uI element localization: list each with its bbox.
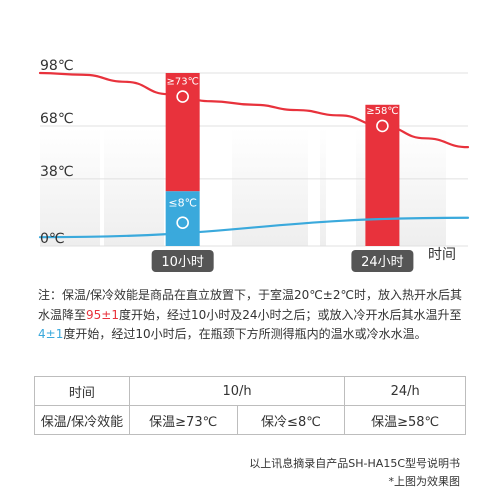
marker-hot-24h	[376, 119, 389, 133]
note-text-2: 度开始，经过10小时及24小时之后；或放入冷开水后其水温升至	[118, 307, 462, 322]
background-panel	[320, 128, 326, 246]
y-tick-label: 0℃	[40, 231, 65, 247]
y-tick-label: 68℃	[40, 111, 74, 127]
table-cell-hot-24h: 保温≥58℃	[344, 405, 466, 435]
note-text-3: 度开始，经过10小时后，在瓶颈下方所测得瓶内的温水或冷水水温。	[63, 327, 427, 341]
table-header-24h: 24/h	[344, 376, 466, 406]
table-cell-cold-10h: 保冷≤8℃	[236, 405, 346, 435]
note-cold-start-temp: 4±1	[38, 327, 64, 341]
note-text-1: 注：保温/保冷效能是商品在直立放置下，于室温20℃±2℃时，放入热开水后其水温降…	[38, 288, 462, 322]
background-panel	[104, 128, 164, 246]
y-tick-label: 98℃	[40, 58, 74, 74]
performance-table: 时间 10/h 24/h 保温/保冷效能 保温≥73℃ 保冷≤8℃ 保温≥58℃	[34, 376, 466, 435]
table-cell-hot-10h: 保温≥73℃	[128, 405, 238, 435]
category-badge-10h	[151, 250, 214, 272]
chart-labels: 98℃ 68℃ 38℃ 0℃ 时间 ≥73℃ ≤8℃ ≥58℃ 10小时 24小时	[40, 58, 456, 272]
y-tick-label: 38℃	[40, 164, 74, 180]
bar-label-hot-10h: ≥73℃	[166, 77, 198, 88]
hot-bar-10h	[165, 73, 200, 192]
test-condition-note: 注：保温/保冷效能是商品在直立放置下，于室温20℃±2℃时，放入热开水后其水温降…	[38, 286, 472, 345]
source-footnote: 以上讯息摘录自产品SH-HA15C型号说明书	[249, 457, 460, 470]
category-label-10h: 10小时	[161, 255, 204, 270]
background-panel	[40, 128, 100, 246]
marker-cold-10h	[176, 216, 189, 230]
note-hot-start-temp: 95±1	[86, 307, 119, 322]
table-cell-performance-label: 保温/保冷效能	[34, 405, 130, 435]
illustration-footnote: *上图为效果图	[388, 475, 461, 488]
category-label-24h: 24小时	[361, 255, 404, 270]
table-header-time: 时间	[34, 376, 130, 406]
bar-label-hot-24h: ≥58℃	[366, 106, 398, 117]
cold-water-line	[38, 216, 470, 239]
bar-label-cold-10h: ≤8℃	[168, 197, 197, 210]
hot-water-curve	[38, 71, 470, 149]
temperature-chart: 98℃ 68℃ 38℃ 0℃ 时间 ≥73℃ ≤8℃ ≥58℃ 10小时 24小时	[38, 58, 470, 272]
category-badge-24h	[351, 250, 414, 272]
table-row: 保温/保冷效能 保温≥73℃ 保冷≤8℃ 保温≥58℃	[34, 405, 466, 435]
table-header-10h: 10/h	[128, 376, 346, 406]
chart-lines	[38, 71, 470, 239]
table-row: 时间 10/h 24/h	[34, 376, 466, 406]
x-axis-title: 时间	[428, 247, 456, 263]
cold-bar-10h	[165, 191, 200, 246]
marker-hot-10h	[176, 90, 189, 103]
